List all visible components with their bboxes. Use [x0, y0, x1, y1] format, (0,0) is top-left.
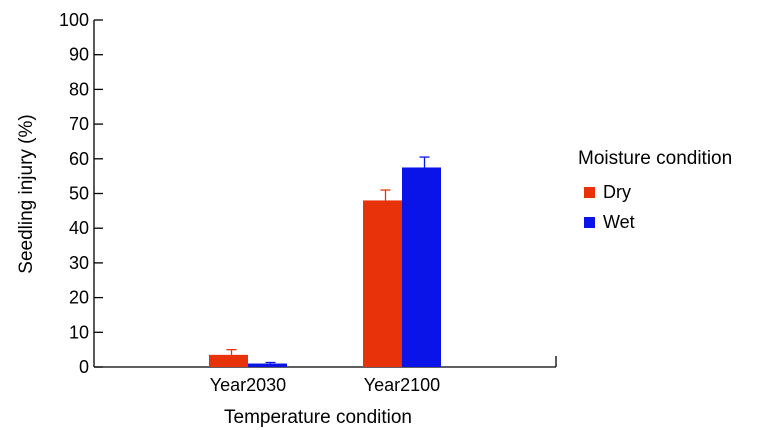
legend-swatch-dry — [584, 187, 595, 198]
x-tick-label: Year2100 — [364, 375, 440, 395]
y-tick-label: 30 — [69, 253, 89, 273]
y-axis: 0 10 20 30 40 50 60 70 80 90 100 — [59, 10, 103, 377]
y-tick-label: 50 — [69, 184, 89, 204]
legend-items: Dry Wet — [584, 182, 635, 232]
y-tick-label: 70 — [69, 114, 89, 134]
x-tick-label: Year2030 — [210, 375, 286, 395]
legend-label-dry: Dry — [603, 182, 631, 202]
y-tick-label: 90 — [69, 45, 89, 65]
y-tick-label: 0 — [79, 357, 89, 377]
y-tick-label: 40 — [69, 218, 89, 238]
y-tick-label: 10 — [69, 322, 89, 342]
x-axis: Year2030 Year2100 — [94, 356, 557, 395]
bars — [209, 167, 441, 367]
legend-swatch-wet — [584, 217, 595, 228]
y-tick-label: 80 — [69, 79, 89, 99]
x-axis-title: Temperature condition — [224, 407, 412, 428]
legend: Moisture condition Dry Wet — [578, 148, 732, 232]
x-ticks: Year2030 Year2100 — [210, 375, 440, 395]
error-bars — [226, 156, 430, 364]
bar-wet-year2100 — [402, 167, 441, 367]
bar-dry-year2030 — [209, 354, 248, 367]
y-axis-title: Seedling injury (%) — [16, 114, 37, 273]
bar-wet-year2030 — [248, 363, 287, 367]
legend-label-wet: Wet — [603, 212, 635, 232]
y-tick-label: 100 — [59, 10, 89, 30]
y-tick-label: 60 — [69, 149, 89, 169]
bar-dry-year2100 — [363, 200, 402, 367]
y-tick-label: 20 — [69, 288, 89, 308]
y-ticks: 0 10 20 30 40 50 60 70 80 90 100 — [59, 10, 103, 377]
legend-title: Moisture condition — [578, 148, 732, 169]
